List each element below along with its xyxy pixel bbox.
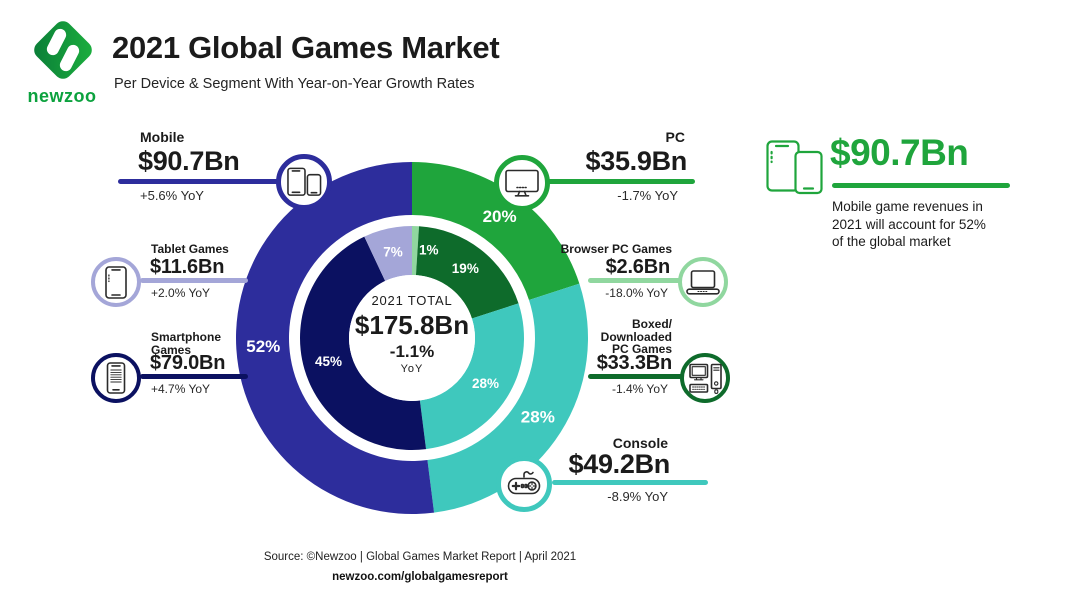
browser-callout-yoy: -18.0% YoY	[605, 286, 668, 300]
console-connector-line	[552, 480, 708, 485]
inner-pct-browser-pc-games: 1%	[419, 243, 439, 258]
inner-pct-console: 28%	[472, 376, 499, 391]
tablet-callout-value: $11.6Bn	[150, 256, 225, 278]
donut-center-yoy: -1.1%	[389, 341, 435, 361]
browser-connector-line	[588, 278, 683, 283]
boxed-connector-line	[588, 374, 684, 379]
donut-center-yoy-suffix: YoY	[400, 362, 424, 375]
console-callout-yoy: -8.9% YoY	[607, 489, 668, 504]
mobile-callout-label: Mobile	[140, 129, 185, 145]
browser-segment-badge	[678, 257, 728, 307]
inner-segment-console	[419, 303, 524, 450]
pc-callout-value: $35.9Bn	[585, 146, 688, 176]
boxed-segment-badge	[680, 353, 730, 403]
mobile-connector-line	[118, 179, 288, 184]
page-title: 2021 Global Games Market	[112, 30, 500, 65]
highlight-text: Mobile game revenues in 2021 will accoun…	[832, 199, 986, 249]
mobile-callout-yoy: +5.6% YoY	[140, 188, 204, 203]
tablet-callout-label: Tablet Games	[151, 242, 229, 256]
smartphone-callout-yoy: +4.7% YoY	[151, 382, 211, 396]
gamepad-icon	[507, 471, 541, 495]
console-segment-badge	[496, 456, 552, 512]
boxed-callout-yoy: -1.4% YoY	[611, 382, 668, 396]
outer-segment-console	[427, 283, 588, 513]
donut-center: 2021 TOTAL $175.8Bn -1.1% YoY	[340, 293, 484, 375]
newzoo-logo-icon	[34, 21, 92, 79]
pc-connector-line	[545, 179, 695, 184]
inner-segment-boxed-downloaded-pc-games	[415, 226, 519, 319]
inner-pct-tablet-games: 7%	[383, 245, 403, 260]
outer-segment-pc	[412, 162, 580, 300]
footer-url: newzoo.com/globalgamesreport	[332, 571, 508, 583]
console-callout-label: Console	[612, 435, 668, 451]
smartphone-segment-badge	[91, 353, 141, 403]
outer-pct-mobile: 52%	[246, 337, 280, 356]
mobile-segment-badge	[276, 154, 332, 210]
pc-callout-label: PC	[665, 129, 685, 145]
pc-callout-yoy: -1.7% YoY	[617, 188, 678, 203]
donut-center-label: 2021 TOTAL	[371, 293, 453, 308]
page-subtitle: Per Device & Segment With Year-on-Year G…	[114, 76, 475, 92]
smartphone-callout-label: Smartphone Games	[151, 330, 222, 357]
mobile-callout-value: $90.7Bn	[138, 146, 240, 176]
smartphone-icon	[106, 361, 126, 394]
donut-center-total: $175.8Bn	[354, 310, 470, 341]
smartphone-connector-line	[140, 374, 248, 379]
donut-center-hole	[349, 275, 475, 401]
donut-chart: 20% 28% 52% 1% 19% 28% 45% 7%	[236, 162, 588, 514]
browser-callout-value: $2.6Bn	[605, 256, 671, 278]
green-tablet-and-phone-icon	[766, 140, 823, 195]
inner-pct-smartphone-games: 45%	[315, 354, 342, 369]
pc-segment-badge	[494, 155, 550, 211]
tablet-and-phone-icon	[286, 167, 321, 196]
highlight-value: $90.7Bn	[830, 132, 969, 173]
inner-segment-browser-pc-games	[412, 226, 420, 276]
laptop-icon	[686, 269, 720, 295]
highlight-underline	[832, 183, 1010, 188]
outer-pct-pc: 20%	[483, 207, 517, 226]
tablet-connector-line	[140, 278, 248, 283]
tablet-callout-yoy: +2.0% YoY	[151, 286, 211, 300]
tablet-segment-badge	[91, 257, 141, 307]
inner-segment-smartphone-games	[299, 236, 427, 450]
inner-segment-tablet-games	[364, 226, 412, 281]
desktop-tower-pc-icon	[688, 363, 722, 394]
browser-callout-label: Browser PC Games	[560, 242, 672, 256]
boxed-callout-label: Boxed/ Downloaded PC Games	[600, 317, 672, 356]
boxed-callout-value: $33.3Bn	[596, 352, 673, 374]
tablet-icon	[105, 265, 127, 299]
smartphone-callout-value: $79.0Bn	[150, 352, 226, 374]
outer-pct-console: 28%	[521, 407, 555, 426]
brand-wordmark: newzoo	[27, 86, 97, 106]
inner-pct-boxed-downloaded-pc-games: 19%	[452, 261, 479, 276]
footer-source: Source: ©Newzoo | Global Games Market Re…	[263, 551, 577, 563]
desktop-monitor-icon	[505, 169, 539, 197]
console-callout-value: $49.2Bn	[568, 449, 671, 479]
outer-segment-mobile	[236, 162, 435, 514]
